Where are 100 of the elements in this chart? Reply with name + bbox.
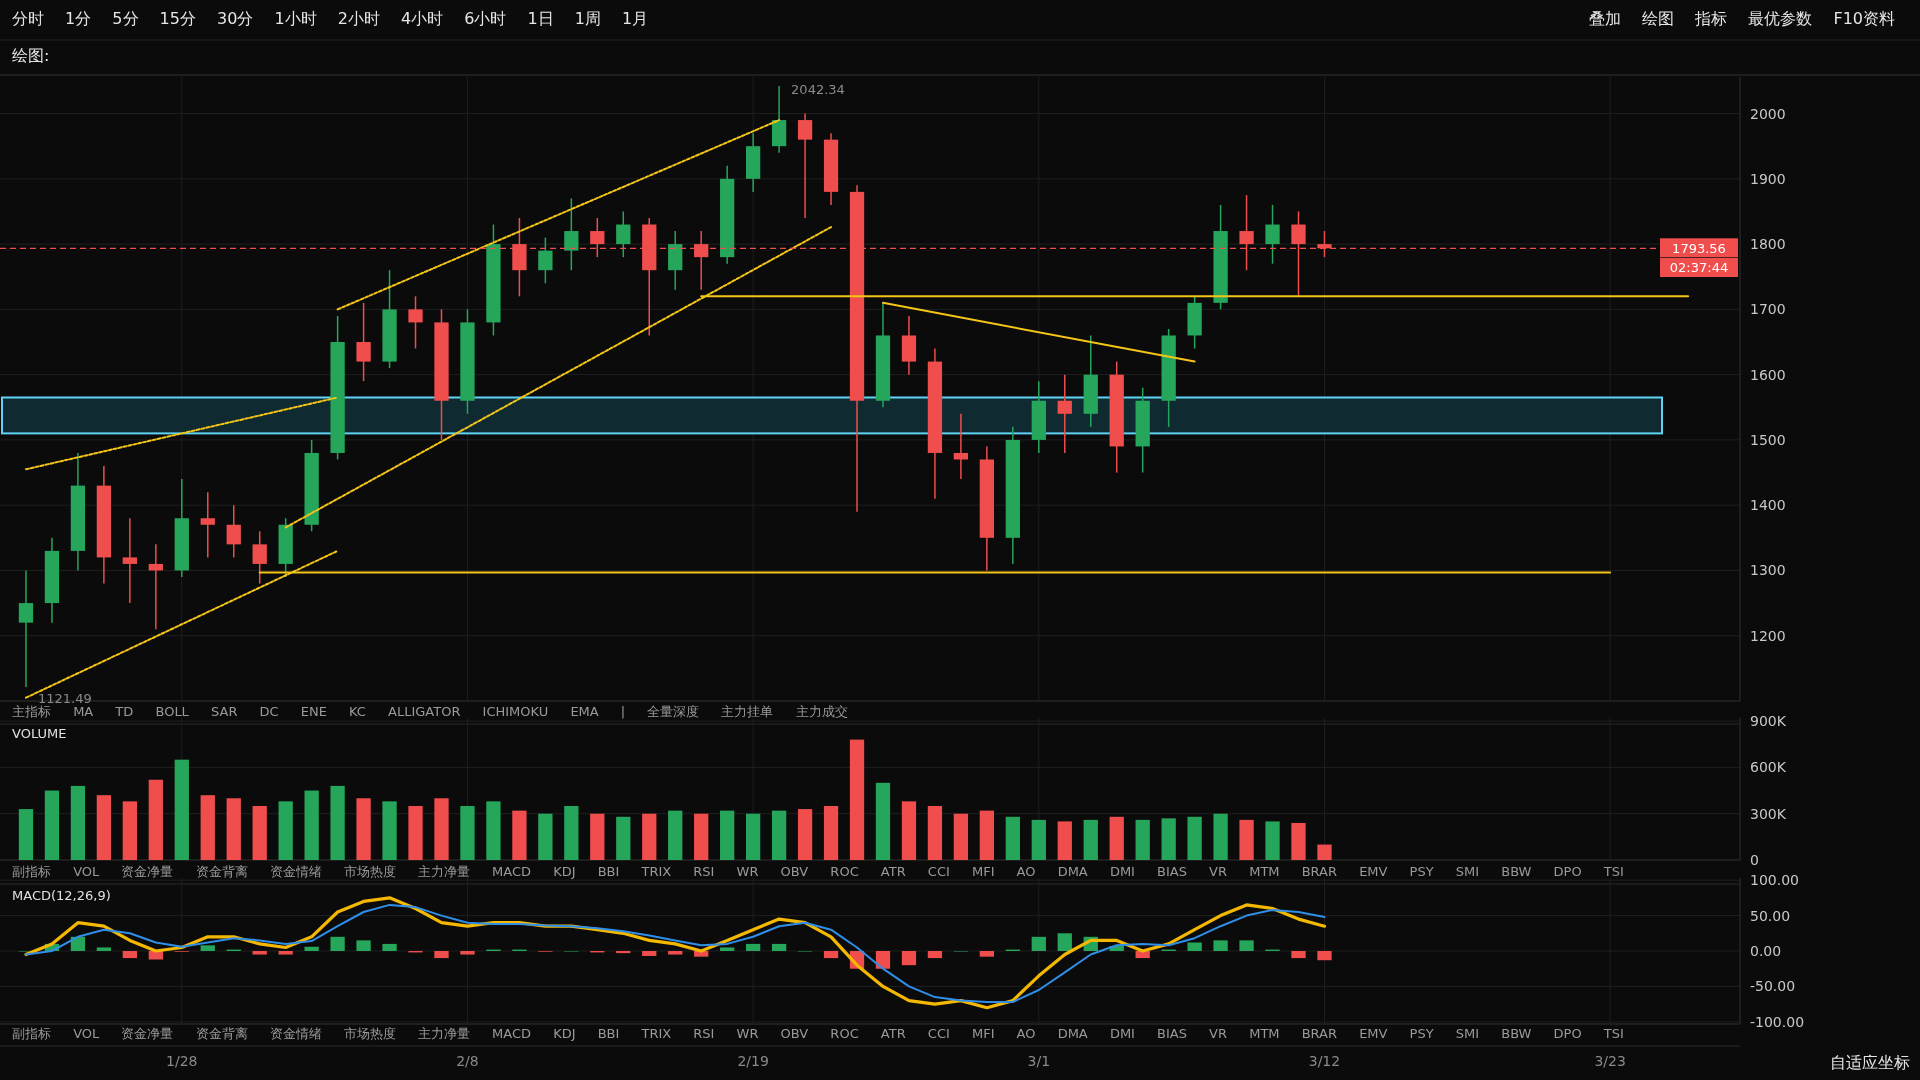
candlestick bbox=[122, 517, 137, 604]
y-tick-label: 2000 bbox=[1750, 105, 1786, 122]
bar bbox=[1239, 940, 1254, 951]
y-tick-label: 300K bbox=[1750, 805, 1787, 822]
bar bbox=[927, 805, 943, 860]
candlestick bbox=[226, 504, 241, 559]
text: 绘图: bbox=[12, 46, 50, 65]
bar bbox=[1109, 816, 1124, 860]
bar bbox=[200, 945, 215, 951]
text: 叠加 绘图 指标 最优参数 F10资料 bbox=[1589, 9, 1895, 28]
y-tick-label: 900K bbox=[1750, 713, 1787, 730]
y-tick-label: 1600 bbox=[1750, 366, 1786, 383]
bar bbox=[1317, 844, 1332, 860]
y-tick-label: 0 bbox=[1750, 852, 1759, 868]
bar bbox=[70, 785, 86, 860]
candlestick bbox=[538, 236, 553, 285]
bar bbox=[901, 801, 917, 860]
candlestick bbox=[1057, 373, 1072, 454]
bar bbox=[771, 810, 787, 860]
bar bbox=[1291, 951, 1306, 959]
bar bbox=[1187, 816, 1202, 860]
ref-line-label: 1793.56 bbox=[1672, 241, 1726, 257]
bar bbox=[304, 946, 319, 951]
bar bbox=[745, 813, 761, 860]
bar bbox=[797, 809, 813, 860]
y-tick-label: 1900 bbox=[1750, 170, 1786, 187]
bar bbox=[330, 785, 345, 860]
bar bbox=[1213, 813, 1228, 860]
annotation: 02:37:44 bbox=[1669, 260, 1729, 275]
bar bbox=[226, 798, 241, 860]
bar bbox=[486, 801, 501, 860]
bar bbox=[382, 801, 397, 860]
x-tick-label: 3/1 bbox=[1027, 1053, 1051, 1069]
bar bbox=[564, 805, 579, 860]
bar bbox=[1265, 821, 1280, 860]
y-tick-label: -50.00 bbox=[1750, 978, 1796, 995]
text: VOLUME bbox=[12, 726, 67, 741]
bar bbox=[901, 951, 917, 966]
y-tick-label: 1200 bbox=[1750, 627, 1786, 644]
bar bbox=[720, 810, 735, 860]
candlestick bbox=[797, 112, 813, 219]
bar bbox=[434, 798, 449, 860]
bar bbox=[1291, 822, 1306, 860]
bar bbox=[590, 813, 605, 860]
bar bbox=[70, 936, 86, 951]
y-tick-label: 1700 bbox=[1750, 301, 1786, 318]
x-tick-label: 2/19 bbox=[737, 1053, 769, 1069]
bar bbox=[1213, 940, 1228, 951]
text: 自适应坐标 bbox=[1830, 1053, 1910, 1072]
candlestick bbox=[356, 302, 371, 382]
bar bbox=[148, 951, 163, 960]
bar bbox=[745, 943, 761, 951]
candlestick bbox=[200, 491, 215, 559]
bar bbox=[278, 951, 293, 955]
bar bbox=[616, 816, 631, 860]
bar bbox=[18, 809, 34, 860]
bar bbox=[252, 805, 267, 860]
bar bbox=[979, 951, 995, 957]
bar bbox=[694, 951, 709, 957]
bar bbox=[642, 951, 657, 956]
x-tick-label: 3/23 bbox=[1594, 1053, 1626, 1069]
bar bbox=[1005, 816, 1020, 860]
bar bbox=[1239, 819, 1254, 860]
bar bbox=[1135, 819, 1150, 860]
text: 分时 1分 5分 15分 30分 1小时 2小时 4小时 6小时 1日 1周 1月 bbox=[12, 9, 649, 28]
annotation: 1121.49 bbox=[37, 690, 92, 706]
bar bbox=[356, 798, 371, 860]
y-tick-label: 600K bbox=[1750, 759, 1787, 776]
bar bbox=[512, 810, 527, 860]
bar bbox=[771, 943, 787, 951]
y-tick-label: 1400 bbox=[1750, 497, 1786, 514]
bar bbox=[434, 951, 449, 959]
candlestick bbox=[1265, 204, 1280, 265]
x-tick-label: 1/28 bbox=[166, 1053, 198, 1069]
bar bbox=[1187, 942, 1202, 951]
bar bbox=[1031, 936, 1046, 951]
text: MACD(12,26,9) bbox=[12, 888, 111, 903]
bar bbox=[616, 951, 631, 954]
bar bbox=[642, 813, 657, 860]
bar bbox=[875, 782, 891, 860]
x-tick-label: 2/8 bbox=[456, 1053, 479, 1069]
annotation: 2042.34 bbox=[791, 81, 845, 97]
bar bbox=[304, 790, 319, 860]
bar bbox=[849, 739, 865, 860]
y-tick-label: 1800 bbox=[1750, 236, 1786, 253]
bar bbox=[694, 813, 709, 860]
annotation: 副指标 VOL 资金净量 资金背离 资金情绪 市场热度 主力净量 MACD KDJ BBI TRIX RSI WR OBV ROC ATR CCI MFI AO DMA DMI BIAS VR MTM BRAR EMV PSY SMI BBW DPO TSI bbox=[12, 864, 1624, 879]
y-tick-label: 100.00 bbox=[1750, 872, 1799, 889]
bar bbox=[1031, 819, 1046, 860]
candlestick bbox=[616, 210, 631, 258]
candlestick bbox=[18, 569, 34, 688]
bar bbox=[460, 805, 475, 860]
candlestick bbox=[252, 530, 267, 585]
bar bbox=[1057, 933, 1072, 951]
y-tick-label: 1300 bbox=[1750, 562, 1786, 579]
bar bbox=[44, 790, 60, 860]
x-tick-label: 3/12 bbox=[1308, 1053, 1341, 1069]
y-tick-label: 50.00 bbox=[1750, 907, 1791, 924]
bar bbox=[122, 951, 137, 959]
bar bbox=[1057, 821, 1072, 860]
